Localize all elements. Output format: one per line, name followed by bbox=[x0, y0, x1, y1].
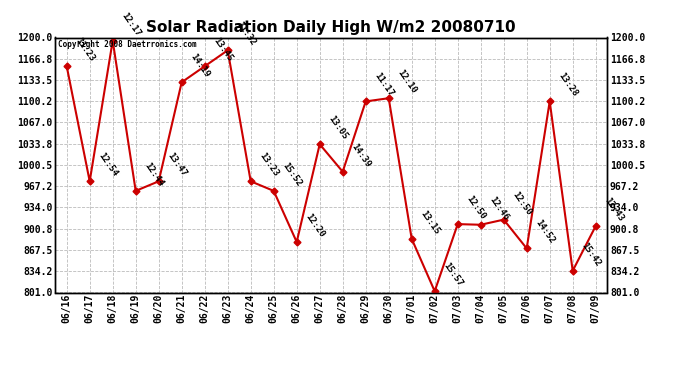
Text: 12:10: 12:10 bbox=[395, 68, 418, 95]
Text: 15:57: 15:57 bbox=[442, 261, 464, 288]
Text: 12:46: 12:46 bbox=[488, 195, 511, 222]
Text: 13:45: 13:45 bbox=[212, 36, 235, 63]
Text: 12:54: 12:54 bbox=[97, 152, 119, 178]
Text: 11:17: 11:17 bbox=[373, 72, 395, 99]
Text: 13:05: 13:05 bbox=[326, 114, 349, 141]
Text: 13:15: 13:15 bbox=[419, 209, 442, 236]
Text: 15:52: 15:52 bbox=[281, 161, 304, 188]
Text: 12:50: 12:50 bbox=[511, 190, 533, 217]
Text: 12:20: 12:20 bbox=[304, 212, 326, 239]
Text: 11:23: 11:23 bbox=[74, 36, 97, 63]
Text: 12:43: 12:43 bbox=[602, 196, 625, 223]
Text: 14:39: 14:39 bbox=[350, 142, 373, 169]
Text: 13:23: 13:23 bbox=[257, 152, 280, 178]
Text: 14:52: 14:52 bbox=[533, 219, 556, 246]
Title: Solar Radiation Daily High W/m2 20080710: Solar Radiation Daily High W/m2 20080710 bbox=[146, 20, 516, 35]
Text: 12:44: 12:44 bbox=[143, 161, 166, 188]
Text: Copyright 2008 Daetrronics.com: Copyright 2008 Daetrronics.com bbox=[58, 40, 197, 49]
Text: 15:42: 15:42 bbox=[580, 241, 602, 268]
Text: 13:28: 13:28 bbox=[557, 72, 580, 99]
Text: 14:19: 14:19 bbox=[188, 52, 211, 80]
Text: 12:50: 12:50 bbox=[464, 194, 487, 221]
Text: 11:32: 11:32 bbox=[235, 20, 257, 48]
Text: 13:47: 13:47 bbox=[166, 152, 188, 178]
Text: 12:17: 12:17 bbox=[119, 11, 142, 38]
